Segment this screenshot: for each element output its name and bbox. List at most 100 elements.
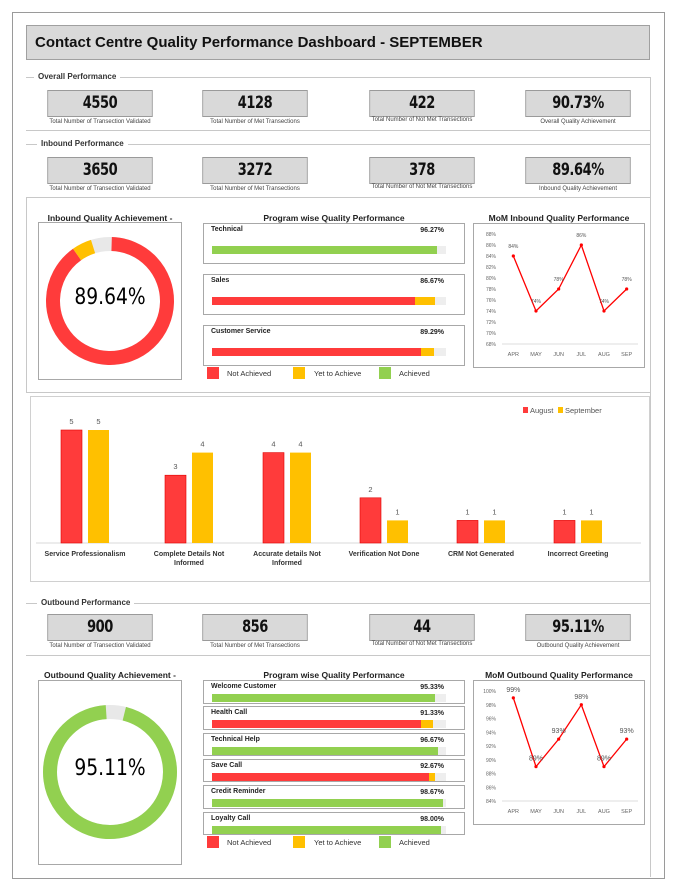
overall-kpi-caption: Overall Quality Achievement [540,119,616,125]
overall-kpi-value: 4550 [47,90,153,117]
overall-kpi-value: 90.73% [525,90,631,117]
data-label: 89% [529,756,543,763]
divider [26,603,650,604]
category-label: Verification Not Done [349,551,420,558]
y-tick-label: 78% [486,287,497,293]
overall-kpi-caption: Total Number of Met Transections [210,119,300,125]
inbound-kpi-caption: Total Number of Transection Validated [49,186,151,192]
program-value: 86.67% [420,278,444,285]
x-tick-label: AUG [598,809,610,815]
y-tick-label: 76% [486,298,497,304]
outbound-mom-chart: 84% 86% 88% 90% 92% 94% 96% 98% 100% 99% APR 89% MAY… [483,687,638,815]
category-label-line2: Informed [174,560,204,567]
data-point [534,309,538,313]
data-label: 93% [552,728,566,735]
series-line [512,243,628,313]
inbound-kpi-value: 3650 [47,157,153,184]
legend-yet-to-achieve-label: Yet to Achieve [314,369,362,378]
x-tick-label: JUL [576,352,586,358]
legend-september-label: September [565,406,602,415]
bar-september [387,520,408,543]
divider [26,130,650,131]
program-name: Sales [211,277,230,284]
bar-value-label: 1 [465,507,469,516]
bar-august [553,520,576,544]
program-yet-fill [421,720,434,729]
x-tick-label: JUN [553,809,564,815]
outbound-donut-label: 95.11% [74,756,146,781]
legend-august-label: August [530,406,554,415]
program-progress-fill [212,694,436,702]
program-progress-track [212,799,446,808]
y-tick-label: 70% [486,331,497,337]
data-point [534,765,538,769]
legend-not-achieved-swatch [207,836,219,848]
bar-september [290,452,311,543]
page-title: Contact Centre Quality Performance Dashb… [26,25,650,60]
data-point [511,696,515,700]
bar-value-label: 5 [96,417,100,426]
bar-value-label: 1 [492,507,496,516]
outbound-kpi-value: 900 [47,614,153,641]
y-tick-label: 88% [486,232,497,238]
legend-september-swatch [558,407,563,413]
data-point [602,765,606,769]
program-progress-fill [212,720,422,729]
inbound-donut-title: Inbound Quality Achievement - [47,213,173,223]
divider [26,392,650,393]
bar-august [359,497,382,544]
x-tick-label: SEP [621,809,632,815]
inbound-kpi-caption: Total Number of Not Met Transections [371,184,473,190]
program-item: Health Call 91.33% [203,706,465,730]
data-label: 99% [506,687,520,694]
inbound-kpi-value: 3272 [202,157,308,184]
outbound-kpi-caption: Total Number of Transection Validated [49,643,151,649]
overall-kpi-value: 422 [369,90,475,117]
legend-not-achieved-label: Not Achieved [227,838,272,847]
legend-not-achieved-label: Not Achieved [227,369,272,378]
inbound-mom-chart: 68% 70% 72% 74% 76% 78% 80% 82% 84% 86% 88% 84% APR 7… [486,232,638,358]
program-value: 95.33% [420,684,444,691]
legend-not-achieved-swatch [207,367,219,379]
category-label: Accurate details Not [253,551,321,558]
bar-value-label: 1 [589,507,593,516]
outbound-donut-chart [43,705,177,839]
inbound-kpi-value: 89.64% [525,157,631,184]
program-value: 89.29% [420,329,444,336]
outbound-donut-panel: 95.11% [38,680,182,865]
bar-september [192,452,213,543]
inbound-program-list: Technical 96.27% Sales 86.67% Customer Servi… [203,223,465,383]
y-tick-label: 80% [486,276,497,282]
program-value: 96.27% [420,227,444,234]
outbound-mom-panel: 84% 86% 88% 90% 92% 94% 96% 98% 100% 99% APR 89% MAY… [473,680,645,825]
program-progress-track [212,246,446,254]
program-progress-track [212,746,446,755]
program-name: Technical Help [211,735,260,743]
category-label: Service Professionalism [45,551,126,558]
bar-september [581,520,602,543]
legend-achieved-swatch [379,836,391,848]
bar-august [60,429,83,544]
program-progress-fill [212,772,429,781]
bar-value-label: 1 [395,507,399,516]
program-progress-fill [212,825,442,834]
outbound-legend: Not Achieved Yet to Achieve Achieved [207,836,467,850]
data-label: 86% [576,233,587,239]
program-item: Credit Reminder 98.67% [203,785,465,809]
program-progress-track [212,348,446,356]
divider [26,77,650,78]
program-progress-fill [212,799,443,808]
legend-achieved-label: Achieved [399,838,430,847]
inbound-kpi-caption: Total Number of Met Transections [210,186,300,192]
overall-kpi-value: 4128 [202,90,308,117]
data-label: 89% [597,756,611,763]
y-tick-label: 88% [486,772,497,778]
program-progress-track [212,694,446,702]
program-progress-fill [212,246,438,254]
x-tick-label: JUN [553,352,564,358]
inbound-mom-panel: 68% 70% 72% 74% 76% 78% 80% 82% 84% 86% 88% 84% APR 7… [473,223,645,368]
data-point [579,703,583,707]
x-tick-label: JUL [576,809,586,815]
x-tick-label: SEP [621,352,632,358]
